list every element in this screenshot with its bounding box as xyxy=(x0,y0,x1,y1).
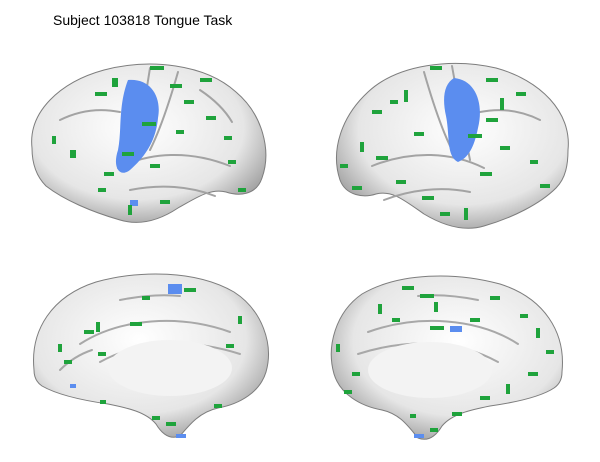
right-lateral-view xyxy=(336,63,569,229)
activation-weak xyxy=(52,66,246,215)
activation-weak xyxy=(340,66,550,220)
activation-strong xyxy=(444,78,480,162)
left-medial-view xyxy=(33,273,269,438)
figure-title: Subject 103818 Tongue Task xyxy=(53,12,233,28)
left-lateral-view xyxy=(31,63,267,223)
activation-strong xyxy=(414,326,462,438)
activation-weak xyxy=(58,288,242,426)
medial-wall xyxy=(368,342,492,398)
right-medial-view xyxy=(330,275,563,440)
medial-wall xyxy=(108,340,232,396)
activation-weak xyxy=(336,286,554,432)
activation-strong xyxy=(70,284,186,438)
activation-strong xyxy=(115,79,159,206)
